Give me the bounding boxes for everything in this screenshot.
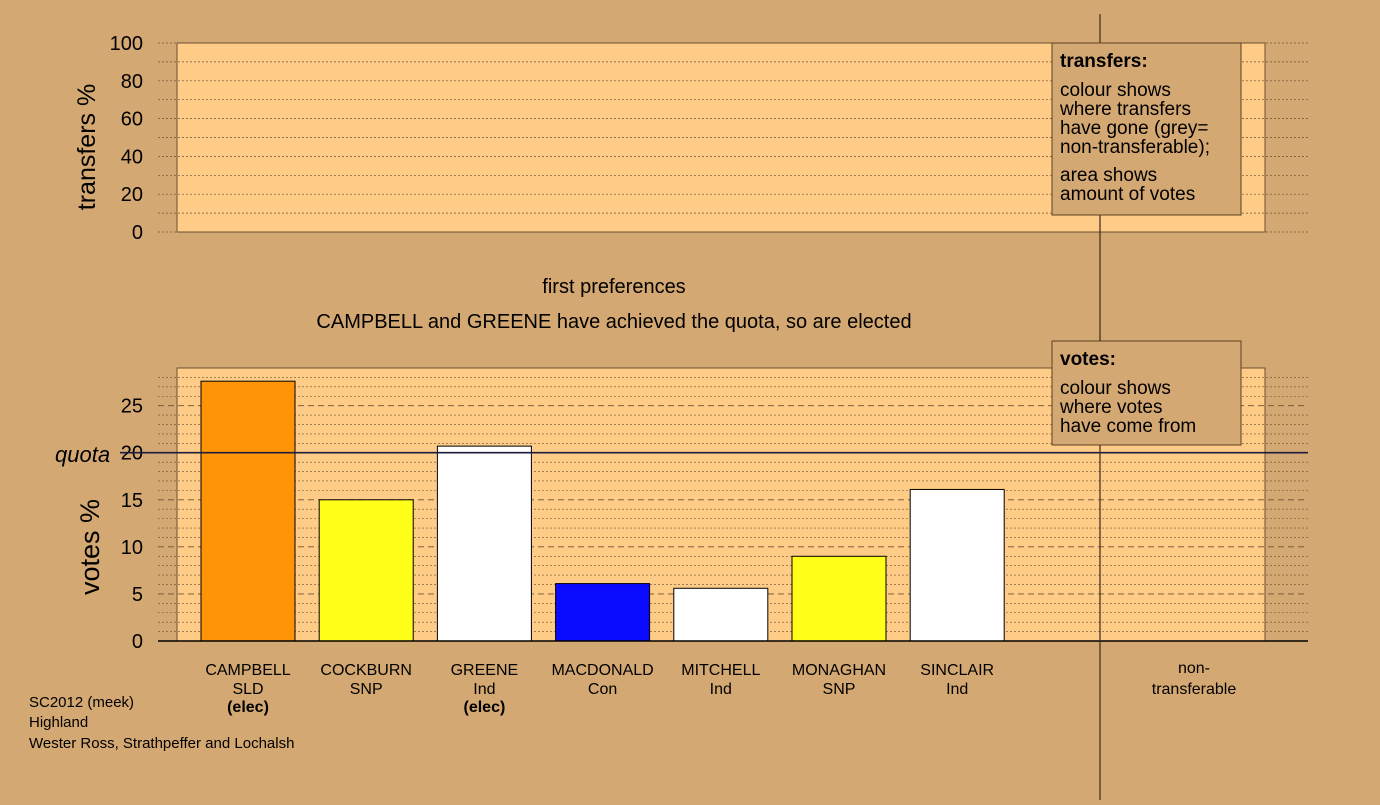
candidate-party-campbell: SLD	[232, 681, 263, 698]
election-message: CAMPBELL and GREENE have achieved the qu…	[316, 311, 911, 333]
candidate-party-greene: Ind	[473, 681, 495, 698]
votes-legend-text: colour shows	[1060, 378, 1171, 399]
votes-y-tick-label: 10	[121, 537, 143, 559]
votes-y-tick-label: 20	[121, 443, 143, 465]
votes-y-tick-label: 15	[121, 490, 143, 512]
votes-legend-frame	[1051, 340, 1242, 446]
bar-campbell	[200, 380, 296, 642]
transfers-legend-title: transfers:	[1060, 51, 1148, 72]
candidate-name-mitchell: MITCHELL	[681, 662, 760, 679]
candidate-status-greene: (elec)	[464, 699, 506, 716]
stage-caption: first preferences	[542, 276, 685, 298]
transfers-legend-text: amount of votes	[1060, 184, 1195, 205]
candidate-name-monaghan: MONAGHAN	[792, 662, 886, 679]
candidate-party-monaghan: SNP	[823, 681, 856, 698]
transfers-legend-text: area shows	[1060, 165, 1157, 186]
candidate-name-campbell: CAMPBELL	[205, 662, 290, 679]
bar-greene	[436, 445, 532, 642]
candidate-name-cockburn: COCKBURN	[320, 662, 412, 679]
transfers-legend-text: colour shows	[1060, 80, 1171, 101]
candidate-party-mitchell: Ind	[710, 681, 732, 698]
transfers-y-axis-label: transfers %	[73, 84, 101, 210]
candidate-name-macdonald: MACDONALD	[551, 662, 653, 679]
transfers-y-tick-label: 40	[121, 146, 143, 168]
transfers-y-tick-label: 80	[121, 71, 143, 93]
transfers-y-tick-label: 20	[121, 184, 143, 206]
bar-mitchell	[673, 587, 769, 642]
transfers-legend-frame	[1051, 42, 1242, 216]
candidate-party-macdonald: Con	[588, 681, 617, 698]
quota-label: quota	[55, 442, 110, 467]
transfers-y-tick-label: 100	[110, 33, 143, 55]
candidate-name-sinclair: SINCLAIR	[920, 662, 994, 679]
transfers-legend-text: have gone (grey=	[1060, 118, 1208, 139]
transfers-y-tick-label: 0	[132, 222, 143, 244]
votes-y-tick-label: 0	[132, 631, 143, 653]
votes-y-axis-label: votes %	[75, 499, 105, 595]
candidate-status-campbell: (elec)	[227, 699, 269, 716]
footer-ward: Wester Ross, Strathpeffer and Lochalsh	[29, 735, 295, 752]
bar-macdonald	[555, 583, 651, 642]
votes-panel: 0510152025CAMPBELLSLD(elec)COCKBURNSNPGR…	[120, 367, 1308, 716]
votes-y-tick-label: 5	[132, 584, 143, 606]
transfers-y-tick-label: 60	[121, 109, 143, 131]
candidate-name-greene: GREENE	[451, 662, 519, 679]
nontransferable-label-line1: non-	[1178, 660, 1210, 677]
bar-sinclair	[909, 488, 1005, 642]
bar-cockburn	[318, 499, 414, 642]
votes-legend-text: have come from	[1060, 416, 1196, 437]
votes-y-tick-label: 25	[121, 396, 143, 418]
transfers-legend-text: where transfers	[1059, 99, 1191, 120]
votes-legend-title: votes:	[1060, 349, 1116, 370]
candidate-party-cockburn: SNP	[350, 681, 383, 698]
footer-election: SC2012 (meek)	[29, 694, 135, 711]
footer-council: Highland	[29, 714, 89, 731]
candidate-party-sinclair: Ind	[946, 681, 968, 698]
votes-legend-text: where votes	[1059, 397, 1162, 418]
transfers-legend-text: non-transferable);	[1060, 137, 1210, 158]
bar-monaghan	[791, 555, 887, 642]
nontransferable-label-line2: transferable	[1152, 681, 1237, 698]
